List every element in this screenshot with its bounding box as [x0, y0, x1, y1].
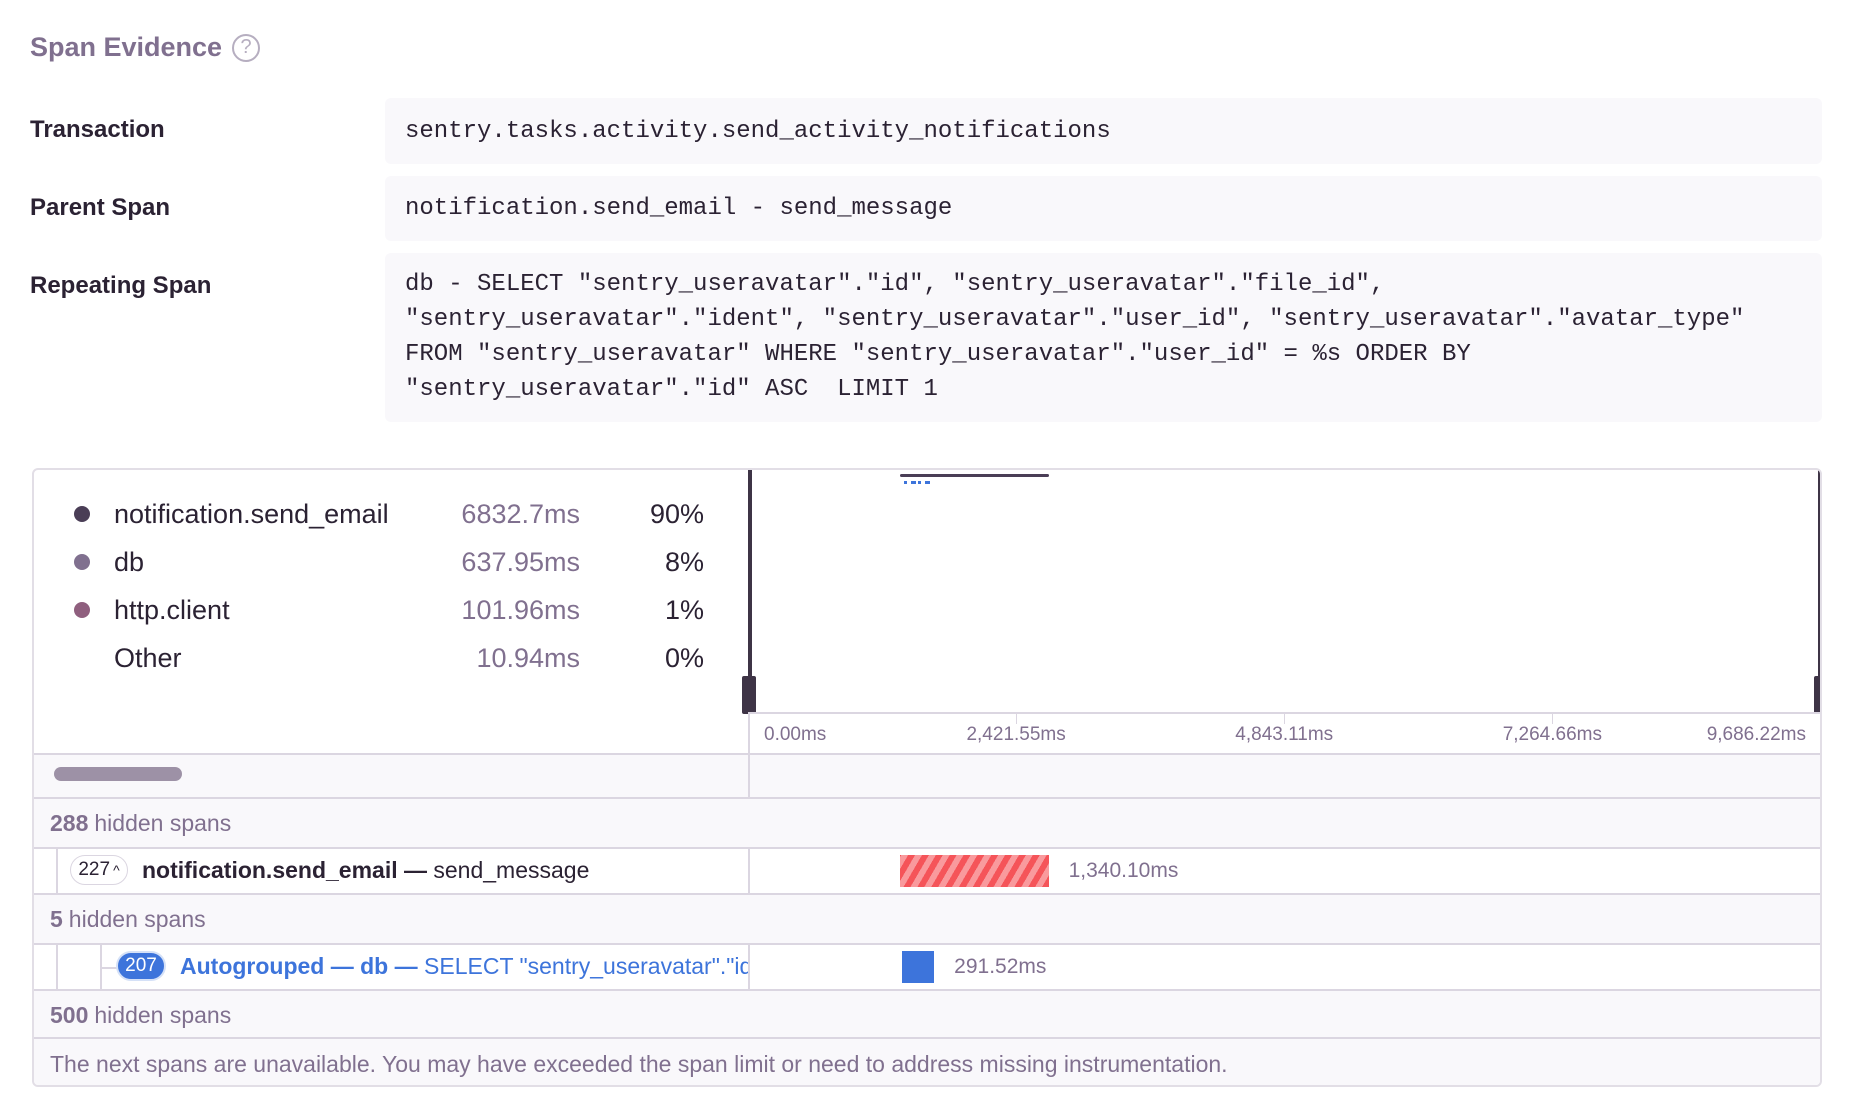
- hidden-count: 500: [50, 1001, 89, 1028]
- span-row[interactable]: 207 Autogrouped — db — SELECT "sentry_use…: [34, 943, 1820, 989]
- span-desc: send_message: [433, 857, 590, 883]
- time-axis: 0.00ms 2,421.55ms 4,843.11ms 7,264.66ms 9,68…: [748, 714, 1820, 755]
- parent-span-text: notification.send_email - send_message: [405, 195, 953, 222]
- span-group-toggle[interactable]: 227 ^: [70, 855, 128, 885]
- chevron-up-icon: ^: [113, 862, 120, 878]
- transaction-text: sentry.tasks.activity.send_activity_noti…: [405, 117, 1111, 145]
- axis-tick: [1016, 714, 1018, 724]
- minimap-right-handle-line[interactable]: [1818, 470, 1820, 714]
- minimap-span-bar: [903, 481, 907, 484]
- trace-view-panel: notification.send_email 6832.7ms 90% db 637.…: [32, 468, 1822, 1087]
- op-duration: 6832.7ms: [461, 498, 580, 529]
- repeating-span-value: db - SELECT "sentry_useravatar"."id", "s…: [385, 253, 1822, 422]
- span-limit-message: The next spans are unavailable. You may …: [34, 1037, 1820, 1085]
- span-desc: SELECT "sentry_useravatar"."id", "sentry…: [424, 953, 748, 979]
- op-color-dot: [74, 506, 90, 522]
- span-duration-label: 1,340.10ms: [1068, 859, 1179, 882]
- section-title-text: Span Evidence: [30, 32, 223, 62]
- axis-tick-label: 2,421.55ms: [966, 724, 1066, 745]
- axis-tick: [1284, 714, 1286, 724]
- tree-connector: [102, 967, 118, 969]
- repeating-span-line: FROM "sentry_useravatar" WHERE "sentry_u…: [405, 341, 1471, 368]
- span-duration-bar: [901, 951, 935, 983]
- hidden-spans-row[interactable]: 500 hidden spans: [34, 989, 1820, 1039]
- op-name: http.client: [114, 594, 230, 625]
- column-divider: [748, 755, 750, 797]
- repeating-span-line: "sentry_useravatar"."ident", "sentry_use…: [405, 306, 1745, 333]
- minimap-span-bar: [910, 481, 916, 484]
- minimap-span-bar: [900, 474, 1049, 477]
- repeating-span-line: "sentry_useravatar"."id" ASC LIMIT 1: [405, 376, 938, 403]
- op-percent: 8%: [664, 546, 704, 577]
- span-op: Autogrouped — db —: [180, 953, 425, 979]
- span-duration-label: 291.52ms: [954, 955, 1047, 978]
- minimap[interactable]: [742, 470, 1820, 714]
- span-title[interactable]: Autogrouped — db — SELECT "sentry_userav…: [180, 953, 748, 980]
- axis-tick-label: 7,264.66ms: [1502, 724, 1602, 745]
- minimap-span-bar: [917, 481, 921, 484]
- axis-tick-label: 4,843.11ms: [1235, 724, 1334, 745]
- op-name: notification.send_email: [114, 498, 389, 529]
- tree-connector: [100, 945, 102, 989]
- op-color-dot: [74, 554, 90, 570]
- transaction-value: sentry.tasks.activity.send_activity_noti…: [385, 98, 1822, 164]
- op-duration: 101.96ms: [461, 594, 580, 625]
- ops-breakdown-row: notification.send_email 6832.7ms 90%: [74, 494, 704, 534]
- span-title[interactable]: notification.send_email — send_message: [142, 857, 748, 884]
- span-duration-bar: [900, 855, 1049, 887]
- column-divider: [748, 714, 750, 755]
- span-op: notification.send_email: [142, 857, 398, 883]
- hidden-label: hidden spans: [94, 1001, 232, 1028]
- ops-breakdown-row: db 637.95ms 8%: [74, 542, 704, 582]
- parent-span-label: Parent Span: [30, 194, 171, 221]
- hidden-spans-row[interactable]: 5 hidden spans: [34, 893, 1820, 943]
- op-duration: 637.95ms: [461, 546, 580, 577]
- span-sep: —: [397, 857, 434, 883]
- scrollbar-row: [34, 753, 1820, 797]
- tree-connector: [56, 945, 58, 989]
- minimap-right-drag-handle[interactable]: [1814, 676, 1820, 714]
- axis-tick-label: 9,686.22ms: [1706, 724, 1806, 745]
- minimap-left-drag-handle[interactable]: [742, 676, 756, 714]
- hidden-spans-row[interactable]: 288 hidden spans: [34, 797, 1820, 847]
- section-title: Span Evidence ?: [30, 32, 261, 63]
- parent-span-value: notification.send_email - send_message: [385, 176, 1822, 241]
- tree-connector: [56, 849, 58, 893]
- hidden-count: 5: [50, 905, 63, 932]
- minimap-left-handle-line[interactable]: [748, 470, 752, 714]
- op-name: Other: [114, 642, 182, 673]
- column-divider: [748, 849, 750, 893]
- op-color-dot: [74, 602, 90, 618]
- horizontal-scrollbar-thumb[interactable]: [54, 767, 182, 781]
- ops-breakdown-row: http.client 101.96ms 1%: [74, 590, 704, 630]
- op-percent: 0%: [664, 642, 704, 673]
- op-duration: 10.94ms: [476, 642, 580, 673]
- repeating-span-line: db - SELECT "sentry_useravatar"."id", "s…: [405, 271, 1385, 298]
- group-count: 227: [78, 859, 111, 880]
- transaction-label: Transaction: [30, 116, 165, 143]
- op-name: db: [114, 546, 145, 577]
- span-row[interactable]: 227 ^ notification.send_email — send_messa…: [34, 847, 1820, 893]
- hidden-label: hidden spans: [94, 809, 232, 836]
- op-percent: 90%: [649, 498, 704, 529]
- autogroup-badge[interactable]: 207: [116, 951, 166, 981]
- hidden-count: 288: [50, 809, 89, 836]
- op-percent: 1%: [664, 594, 704, 625]
- minimap-span-bar: [924, 481, 930, 484]
- question-circle-icon[interactable]: ?: [232, 33, 261, 62]
- axis-line: [748, 712, 1820, 714]
- repeating-span-label: Repeating Span: [30, 272, 212, 299]
- hidden-label: hidden spans: [68, 905, 206, 932]
- span-limit-text: The next spans are unavailable. You may …: [50, 1050, 1228, 1077]
- axis-tick: [1552, 714, 1554, 724]
- ops-breakdown-row: Other 10.94ms 0%: [74, 638, 704, 678]
- axis-tick-label: 0.00ms: [764, 724, 827, 745]
- column-divider: [748, 945, 750, 989]
